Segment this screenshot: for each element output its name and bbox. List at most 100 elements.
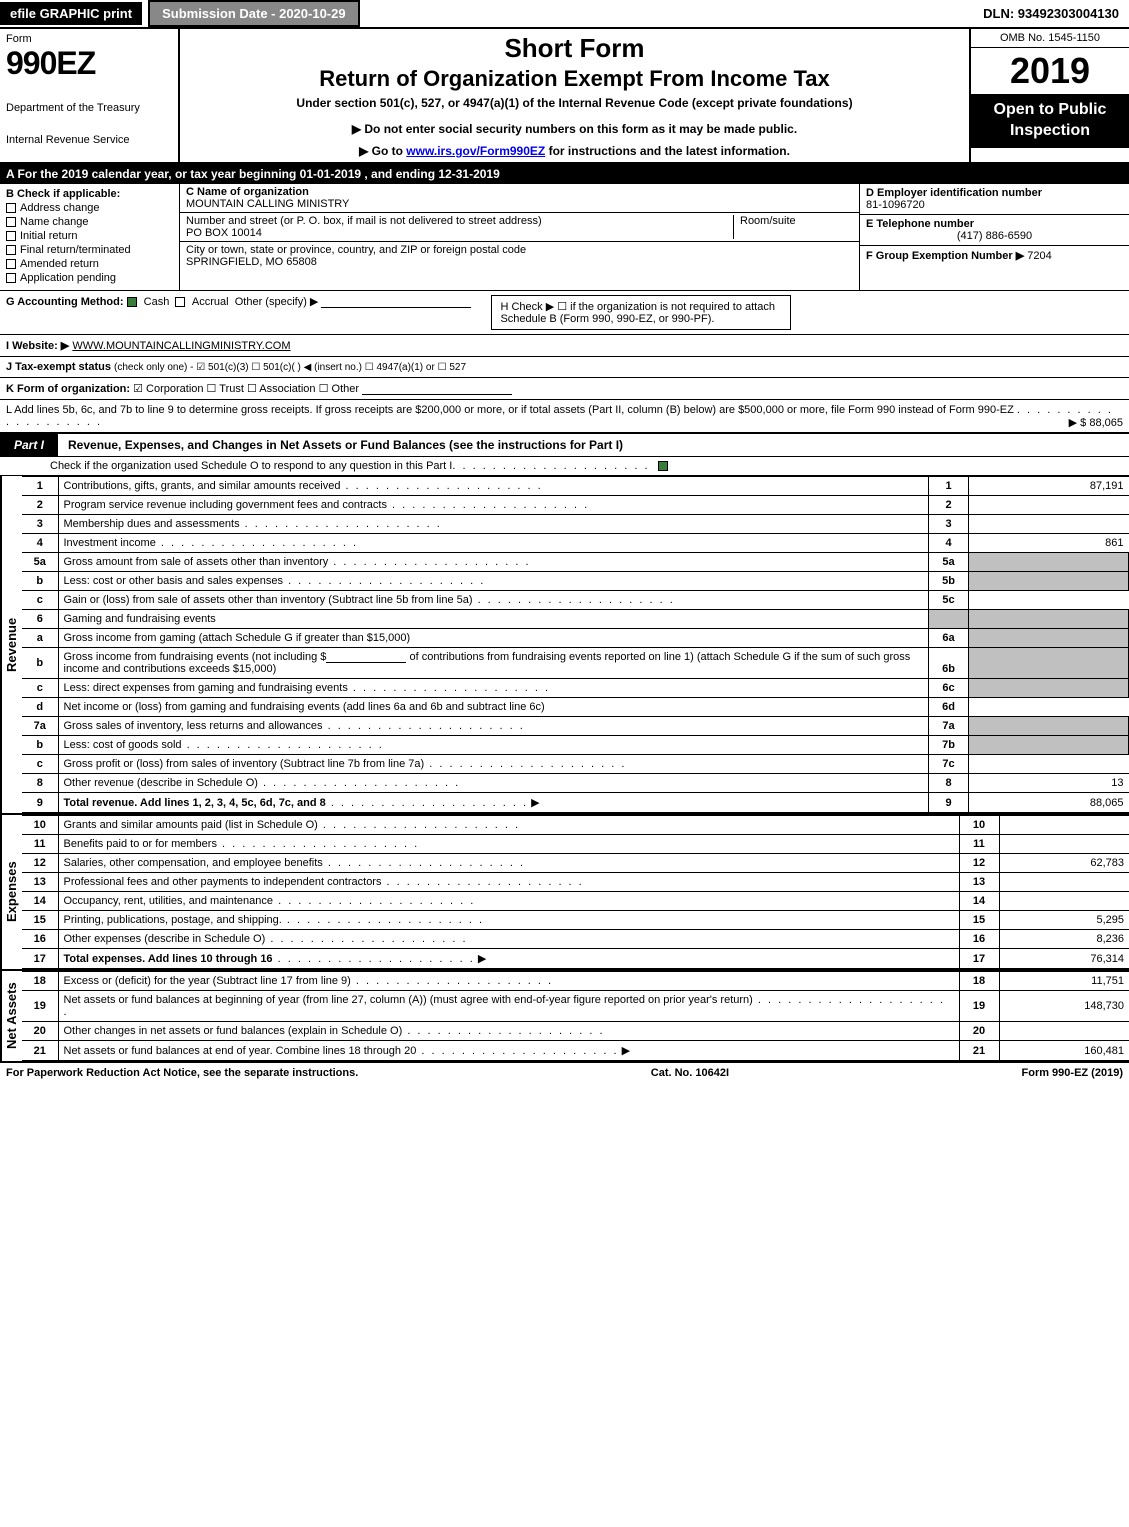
section-g: G Accounting Method: Cash Accrual Other … <box>6 295 471 330</box>
form-header: Form 990EZ Department of the Treasury In… <box>0 29 1129 164</box>
line-6c: cLess: direct expenses from gaming and f… <box>22 679 1129 698</box>
group-exemption-value: 7204 <box>1027 250 1051 262</box>
cb-amended-return[interactable]: Amended return <box>6 258 173 270</box>
line-16: 16Other expenses (describe in Schedule O… <box>22 930 1129 949</box>
form-label: Form <box>6 33 172 45</box>
phone-value: (417) 886-6590 <box>866 230 1123 242</box>
revenue-side-label: Revenue <box>0 476 21 813</box>
tax-exempt-options: (check only one) - ☑ 501(c)(3) ☐ 501(c)(… <box>114 362 466 373</box>
submission-date-badge: Submission Date - 2020-10-29 <box>148 0 360 27</box>
section-def: D Employer identification number 81-1096… <box>859 184 1129 290</box>
line-6: 6Gaming and fundraising events <box>22 610 1129 629</box>
line-10: 10Grants and similar amounts paid (list … <box>22 816 1129 835</box>
line-17: 17Total expenses. Add lines 10 through 1… <box>22 949 1129 969</box>
org-name-label: C Name of organization <box>186 186 853 198</box>
cb-initial-return[interactable]: Initial return <box>6 230 173 242</box>
expenses-table: 10Grants and similar amounts paid (list … <box>22 815 1129 969</box>
ein-label: D Employer identification number <box>866 187 1123 199</box>
website-value: WWW.MOUNTAINCALLINGMINISTRY.COM <box>72 340 290 352</box>
city-label: City or town, state or province, country… <box>186 244 853 256</box>
accounting-method-label: G Accounting Method: <box>6 296 124 308</box>
paperwork-notice: For Paperwork Reduction Act Notice, see … <box>6 1067 358 1079</box>
line-12: 12Salaries, other compensation, and empl… <box>22 854 1129 873</box>
department-label: Department of the Treasury <box>6 102 172 114</box>
net-assets-side-label: Net Assets <box>0 971 21 1061</box>
goto-post: for instructions and the latest informat… <box>549 144 790 158</box>
irs-link[interactable]: www.irs.gov/Form990EZ <box>406 144 545 158</box>
line-6d: dNet income or (loss) from gaming and fu… <box>22 698 1129 717</box>
section-g-h-row: G Accounting Method: Cash Accrual Other … <box>0 291 1129 335</box>
net-assets-table: 18Excess or (deficit) for the year (Subt… <box>22 971 1129 1061</box>
accrual-label: Accrual <box>192 296 229 308</box>
line-2: 2Program service revenue including gover… <box>22 496 1129 515</box>
revenue-block: Revenue 1Contributions, gifts, grants, a… <box>0 476 1129 815</box>
website-label: I Website: ▶ <box>6 340 69 352</box>
form-id-block: Form 990EZ Department of the Treasury In… <box>0 29 180 162</box>
schedule-o-text: Check if the organization used Schedule … <box>50 460 452 472</box>
section-i: I Website: ▶ WWW.MOUNTAINCALLINGMINISTRY… <box>0 335 1129 357</box>
part1-title: Revenue, Expenses, and Changes in Net As… <box>58 438 623 452</box>
line-21: 21Net assets or fund balances at end of … <box>22 1041 1129 1061</box>
goto-notice: ▶ Go to www.irs.gov/Form990EZ for instru… <box>188 144 961 158</box>
form-number: 990EZ <box>6 45 172 82</box>
section-c: C Name of organization MOUNTAIN CALLING … <box>180 184 859 290</box>
expenses-side-label: Expenses <box>0 815 21 969</box>
cb-accrual[interactable] <box>175 297 185 307</box>
return-title: Return of Organization Exempt From Incom… <box>188 66 961 92</box>
tax-year-row: A For the 2019 calendar year, or tax yea… <box>0 164 1129 184</box>
section-b-checkboxes: B Check if applicable: Address change Na… <box>0 184 180 290</box>
line-8: 8Other revenue (describe in Schedule O)8… <box>22 774 1129 793</box>
ssn-notice: ▶ Do not enter social security numbers o… <box>188 122 961 136</box>
room-suite-label: Room/suite <box>733 215 853 239</box>
cb-final-return[interactable]: Final return/terminated <box>6 244 173 256</box>
org-name-value: MOUNTAIN CALLING MINISTRY <box>186 198 853 210</box>
part1-schedule-o-check: Check if the organization used Schedule … <box>0 457 1129 476</box>
line-7c: cGross profit or (loss) from sales of in… <box>22 755 1129 774</box>
cash-label: Cash <box>144 296 170 308</box>
street-label: Number and street (or P. O. box, if mail… <box>186 215 733 227</box>
revenue-table: 1Contributions, gifts, grants, and simil… <box>22 476 1129 813</box>
goto-pre: ▶ Go to <box>359 144 406 158</box>
line-4: 4Investment income4861 <box>22 534 1129 553</box>
form-of-org-options: ☑ Corporation ☐ Trust ☐ Association ☐ Ot… <box>133 383 359 395</box>
line-3: 3Membership dues and assessments3 <box>22 515 1129 534</box>
section-l: L Add lines 5b, 6c, and 7b to line 9 to … <box>0 400 1129 434</box>
section-h: H Check ▶ ☐ if the organization is not r… <box>491 295 791 330</box>
page-footer: For Paperwork Reduction Act Notice, see … <box>0 1063 1129 1083</box>
street-value: PO BOX 10014 <box>186 227 733 239</box>
net-assets-block: Net Assets 18Excess or (deficit) for the… <box>0 971 1129 1063</box>
gross-receipts-amount: ▶ $ 88,065 <box>1069 416 1123 429</box>
phone-label: E Telephone number <box>866 218 1123 230</box>
cb-cash[interactable] <box>127 297 137 307</box>
other-specify-label: Other (specify) ▶ <box>235 296 319 308</box>
line-18: 18Excess or (deficit) for the year (Subt… <box>22 972 1129 991</box>
cb-name-change[interactable]: Name change <box>6 216 173 228</box>
tax-exempt-label: J Tax-exempt status <box>6 361 111 373</box>
cb-schedule-o[interactable] <box>658 461 668 471</box>
section-j: J Tax-exempt status (check only one) - ☑… <box>0 357 1129 378</box>
line-14: 14Occupancy, rent, utilities, and mainte… <box>22 892 1129 911</box>
ein-value: 81-1096720 <box>866 199 1123 211</box>
line-6a: aGross income from gaming (attach Schedu… <box>22 629 1129 648</box>
line-19: 19Net assets or fund balances at beginni… <box>22 991 1129 1022</box>
title-block: Short Form Return of Organization Exempt… <box>180 29 969 162</box>
top-bar: efile GRAPHIC print Submission Date - 20… <box>0 0 1129 29</box>
org-meta-block: B Check if applicable: Address change Na… <box>0 184 1129 291</box>
cb-application-pending[interactable]: Application pending <box>6 272 173 284</box>
line-7a: 7aGross sales of inventory, less returns… <box>22 717 1129 736</box>
line-6b: bGross income from fundraising events (n… <box>22 648 1129 679</box>
line-15: 15Printing, publications, postage, and s… <box>22 911 1129 930</box>
city-value: SPRINGFIELD, MO 65808 <box>186 256 853 268</box>
group-exemption-label: F Group Exemption Number ▶ <box>866 250 1024 262</box>
omb-number: OMB No. 1545-1150 <box>971 29 1129 48</box>
cb-address-change[interactable]: Address change <box>6 202 173 214</box>
line-1: 1Contributions, gifts, grants, and simil… <box>22 477 1129 496</box>
under-section-text: Under section 501(c), 527, or 4947(a)(1)… <box>188 96 961 110</box>
line-5b: bLess: cost or other basis and sales exp… <box>22 572 1129 591</box>
line-11: 11Benefits paid to or for members11 <box>22 835 1129 854</box>
efile-print-button[interactable]: efile GRAPHIC print <box>0 2 142 25</box>
section-k: K Form of organization: ☑ Corporation ☐ … <box>0 378 1129 400</box>
irs-label: Internal Revenue Service <box>6 134 172 146</box>
line-13: 13Professional fees and other payments t… <box>22 873 1129 892</box>
line-7b: bLess: cost of goods sold7b <box>22 736 1129 755</box>
